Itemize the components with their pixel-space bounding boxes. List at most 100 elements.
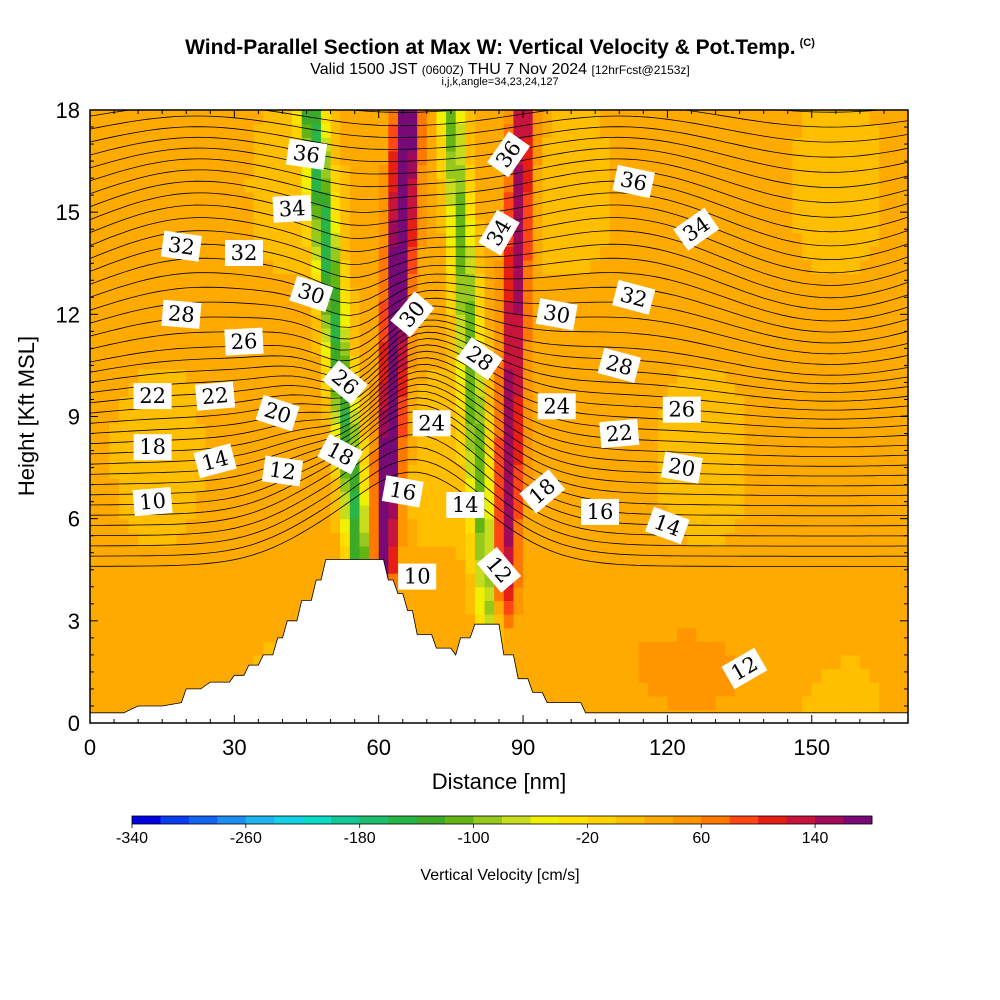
field-cell (715, 300, 726, 315)
field-cell (503, 368, 515, 384)
field-cell (869, 368, 880, 384)
field-cell (118, 137, 130, 152)
field-cell (686, 559, 697, 574)
field-cell (657, 259, 669, 275)
field-cell (677, 614, 688, 629)
field-cell (128, 232, 139, 247)
field-cell (715, 123, 726, 138)
field-cell (90, 532, 101, 547)
field-cell (320, 232, 332, 247)
field-cell (667, 355, 678, 370)
field-cell (696, 436, 707, 452)
field-cell (301, 559, 312, 574)
field-cell (90, 232, 101, 247)
field-cell (224, 559, 235, 574)
field-cell (138, 314, 149, 329)
field-cell (186, 573, 197, 588)
field-cell (243, 137, 255, 152)
field-cell (888, 396, 899, 411)
field-cell (821, 123, 832, 138)
field-cell (157, 178, 168, 193)
field-cell (369, 123, 380, 138)
theta-contour (90, 350, 908, 429)
field-cell (725, 586, 736, 601)
field-cell (205, 559, 216, 574)
field-cell (147, 614, 158, 629)
field-cell (773, 300, 784, 315)
field-cell (667, 341, 678, 356)
field-cell (388, 300, 399, 315)
field-cell (869, 232, 880, 247)
terrain-profile (89, 559, 909, 724)
field-cell (446, 355, 457, 370)
field-cell (898, 573, 908, 588)
field-cell (888, 205, 899, 220)
field-cell (551, 259, 563, 275)
field-cell (388, 409, 399, 424)
field-cell (369, 355, 380, 370)
field-cell (523, 464, 534, 479)
field-cell (879, 287, 890, 302)
field-cell (782, 654, 794, 670)
field-cell (118, 246, 130, 261)
field-cell (99, 205, 110, 220)
field-cell (782, 123, 794, 138)
field-cell (320, 178, 332, 193)
contour-label: 16 (381, 475, 424, 508)
field-cell (600, 110, 611, 125)
field-cell (888, 600, 899, 615)
field-cell (388, 287, 399, 302)
field-cell (253, 491, 264, 506)
field-cell (205, 423, 216, 438)
field-cell (898, 382, 908, 397)
field-cell (744, 614, 755, 629)
field-cell (446, 464, 457, 479)
field-cell (311, 532, 322, 547)
field-cell (532, 273, 543, 288)
field-cell (388, 382, 399, 397)
field-cell (436, 191, 447, 206)
field-cell (667, 627, 678, 642)
field-cell (417, 191, 428, 206)
field-cell (754, 396, 765, 411)
field-cell (234, 300, 245, 315)
field-cell (205, 654, 216, 670)
field-cell (426, 178, 438, 193)
field-cell (417, 518, 428, 533)
field-cell (118, 287, 130, 302)
field-cell (561, 205, 572, 220)
field-cell (744, 491, 755, 506)
field-cell (272, 246, 284, 261)
field-cell (619, 123, 630, 138)
field-cell (648, 545, 659, 561)
field-cell (523, 137, 534, 152)
field-cell (474, 137, 486, 152)
field-cell (744, 695, 755, 710)
field-cell (821, 505, 832, 520)
field-cell (494, 423, 505, 438)
field-cell (513, 300, 524, 315)
field-cell (696, 586, 707, 601)
contour-label-text: 12 (268, 457, 298, 484)
field-cell (99, 178, 110, 193)
field-cell (320, 545, 332, 561)
field-cell (869, 532, 880, 547)
field-cell (99, 327, 110, 343)
field-cell (686, 191, 697, 206)
field-cell (147, 287, 158, 302)
field-cell (744, 382, 755, 397)
field-cell (734, 287, 745, 302)
field-cell (503, 518, 515, 533)
field-cell (397, 355, 409, 370)
field-cell (609, 150, 620, 166)
field-cell (349, 259, 361, 275)
section-params: i,j,k,angle=34,23,24,127 (441, 76, 559, 88)
field-cell (186, 259, 197, 275)
field-cell (869, 627, 880, 642)
field-cell (397, 518, 409, 533)
field-cell (898, 150, 908, 166)
field-cell (118, 382, 130, 397)
field-cell (773, 246, 784, 261)
field-cell (90, 137, 101, 152)
field-cell (340, 491, 351, 506)
